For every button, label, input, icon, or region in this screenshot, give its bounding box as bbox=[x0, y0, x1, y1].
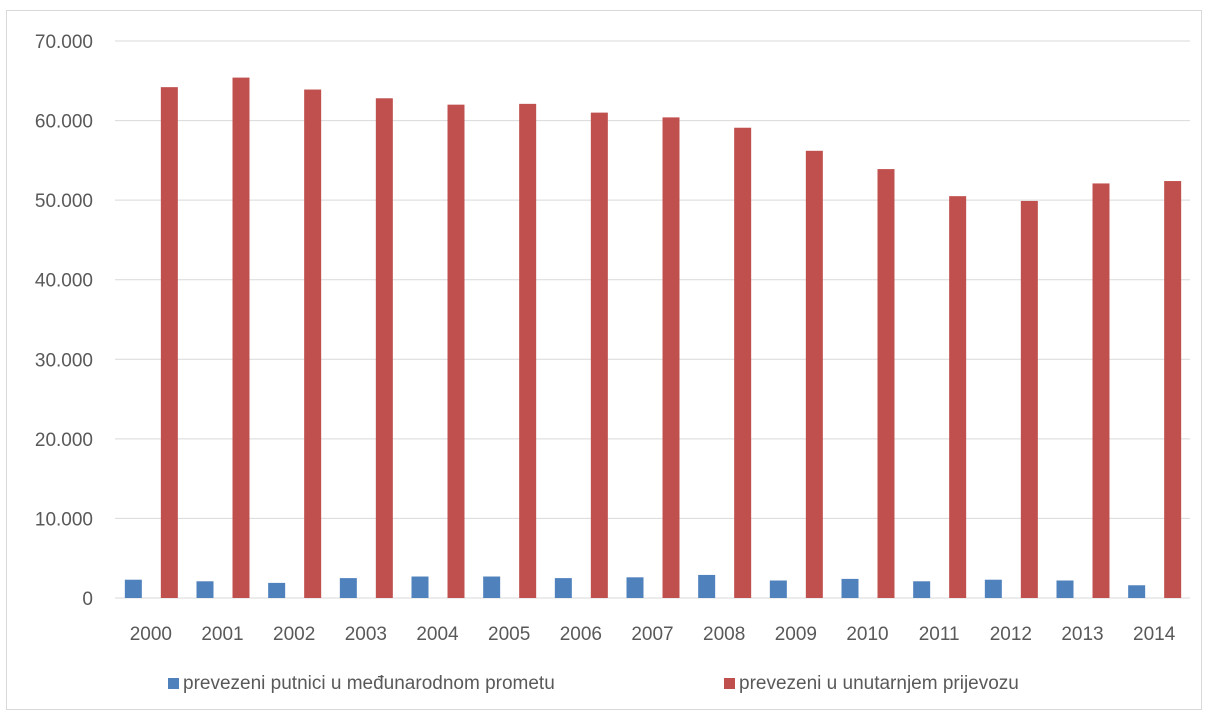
x-tick-label: 2012 bbox=[990, 624, 1032, 645]
x-tick-label: 2002 bbox=[273, 624, 315, 645]
bar-domestic bbox=[1092, 183, 1110, 598]
x-tick-label: 2009 bbox=[775, 624, 817, 645]
bar-international bbox=[268, 582, 286, 598]
x-tick-label: 2006 bbox=[560, 624, 602, 645]
y-tick-label: 10.000 bbox=[35, 509, 93, 530]
x-tick-label: 2011 bbox=[919, 624, 960, 645]
bar-international bbox=[411, 576, 429, 598]
bar-international bbox=[769, 580, 787, 598]
bar-international bbox=[483, 576, 501, 598]
bar-domestic bbox=[805, 150, 823, 598]
x-tick-label: 2005 bbox=[488, 624, 530, 645]
x-tick-label: 2003 bbox=[345, 624, 387, 645]
legend-swatch bbox=[168, 678, 179, 689]
y-tick-label: 60.000 bbox=[35, 112, 93, 133]
bar-international bbox=[1056, 580, 1074, 598]
bar-domestic bbox=[662, 117, 680, 598]
legend-label: prevezeni u unutarnjem prijevozu bbox=[739, 673, 1019, 694]
bar-domestic bbox=[734, 127, 752, 599]
bars bbox=[124, 77, 1182, 599]
bar-domestic bbox=[304, 89, 322, 598]
bar-international bbox=[841, 578, 859, 598]
y-tick-label: 70.000 bbox=[35, 32, 93, 53]
bar-international bbox=[913, 581, 931, 598]
bar-domestic bbox=[160, 87, 178, 598]
y-axis-ticks: 0 10.000 20.000 30.000 40.000 50.000 60.000 70.… bbox=[35, 32, 93, 610]
bar-domestic bbox=[519, 103, 537, 599]
legend-swatch bbox=[724, 678, 735, 689]
bar-domestic bbox=[877, 169, 895, 599]
x-tick-label: 2008 bbox=[703, 624, 745, 645]
y-tick-label: 20.000 bbox=[35, 430, 93, 451]
y-tick-label: 30.000 bbox=[35, 350, 93, 371]
bar-domestic bbox=[1164, 181, 1182, 598]
bar-domestic bbox=[590, 112, 608, 598]
x-tick-label: 2010 bbox=[846, 624, 888, 645]
bar-international bbox=[339, 578, 357, 598]
y-tick-label: 0 bbox=[82, 589, 93, 610]
bar-domestic bbox=[232, 77, 250, 599]
x-tick-label: 2004 bbox=[416, 624, 459, 645]
x-tick-label: 2001 bbox=[201, 624, 243, 645]
bar-domestic bbox=[1020, 200, 1038, 598]
bar-international bbox=[984, 579, 1002, 598]
y-tick-label: 50.000 bbox=[35, 191, 93, 212]
bar-international bbox=[124, 579, 142, 598]
x-tick-label: 2013 bbox=[1061, 624, 1103, 645]
bar-international bbox=[698, 574, 716, 598]
legend: prevezeni putnici u međunarodnom prometu… bbox=[168, 673, 1019, 694]
legend-label: prevezeni putnici u međunarodnom prometu bbox=[183, 673, 555, 694]
x-tick-label: 2014 bbox=[1133, 624, 1176, 645]
x-tick-label: 2007 bbox=[631, 624, 673, 645]
bar-international bbox=[626, 577, 644, 598]
x-tick-label: 2000 bbox=[130, 624, 172, 645]
bar-international bbox=[196, 581, 214, 598]
y-tick-label: 40.000 bbox=[35, 271, 93, 292]
bar-domestic bbox=[447, 104, 465, 599]
bar-international bbox=[1128, 585, 1146, 598]
gridlines bbox=[115, 40, 1190, 599]
bar-domestic bbox=[949, 196, 967, 598]
x-axis-ticks: 2000 2001 2002 2003 2004 2005 2006 2007 2008 2009… bbox=[130, 624, 1176, 645]
bar-domestic bbox=[375, 98, 393, 598]
bar-international bbox=[554, 578, 572, 598]
